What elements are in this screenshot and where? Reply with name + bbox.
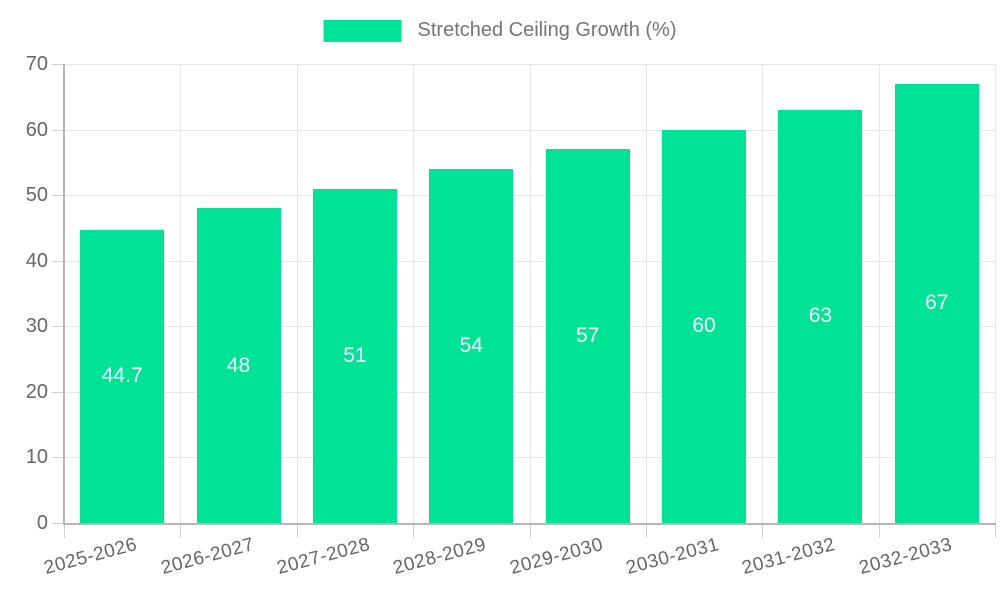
bar[interactable]: 51 <box>312 188 397 523</box>
bar-value-label: 51 <box>343 343 367 367</box>
x-gridline <box>995 64 996 523</box>
x-gridline <box>878 64 880 523</box>
bar[interactable]: 63 <box>778 109 863 523</box>
x-gridline <box>180 64 182 523</box>
legend-label: Stretched Ceiling Growth (%) <box>417 19 677 41</box>
x-axis-tick <box>413 523 415 538</box>
x-axis-tick <box>645 523 647 538</box>
bar[interactable]: 67 <box>894 83 979 523</box>
y-tick-label: 30 <box>25 315 48 338</box>
x-axis-tick <box>180 523 182 538</box>
y-tick-label: 0 <box>36 512 48 534</box>
y-axis-tick <box>52 326 64 328</box>
y-tick-label: 20 <box>25 380 48 403</box>
x-axis-tick <box>995 523 996 538</box>
x-gridline <box>296 64 298 523</box>
x-axis-tick <box>64 523 65 538</box>
x-axis-tick <box>762 523 764 538</box>
bar[interactable]: 48 <box>196 208 281 523</box>
y-axis-line <box>63 64 65 525</box>
bar[interactable]: 54 <box>429 168 514 523</box>
y-axis-tick <box>52 391 64 393</box>
x-axis-line <box>63 523 996 525</box>
y-axis-tick <box>52 64 64 65</box>
y-tick-label: 60 <box>25 118 48 141</box>
bar-value-label: 60 <box>692 314 716 338</box>
x-gridline <box>413 64 415 523</box>
x-gridline <box>645 64 647 523</box>
bar[interactable]: 60 <box>662 129 747 523</box>
legend-swatch <box>323 19 402 42</box>
y-tick-label: 50 <box>25 184 48 207</box>
y-axis-tick <box>52 523 64 524</box>
y-tick-label: 70 <box>25 53 48 75</box>
bar[interactable]: 57 <box>545 149 630 523</box>
x-gridline <box>529 64 531 523</box>
bar-value-label: 67 <box>925 291 949 315</box>
y-axis-tick <box>52 129 64 131</box>
x-axis-tick <box>296 523 298 538</box>
bar[interactable]: 44.7 <box>80 229 165 523</box>
x-axis-tick <box>878 523 880 538</box>
bar-value-label: 44.7 <box>101 364 143 388</box>
y-axis-tick <box>52 457 64 459</box>
x-gridline <box>762 64 764 523</box>
y-axis-tick <box>52 195 64 197</box>
legend-item[interactable]: Stretched Ceiling Growth (%) <box>323 19 677 42</box>
bar-value-label: 48 <box>226 353 251 377</box>
x-axis-tick <box>529 523 531 538</box>
y-tick-label: 10 <box>25 446 48 469</box>
bar-value-label: 63 <box>808 304 833 328</box>
bar-value-label: 54 <box>459 333 483 357</box>
bar-value-label: 57 <box>576 324 600 348</box>
y-axis-tick <box>52 260 64 262</box>
y-tick-label: 40 <box>25 249 48 272</box>
